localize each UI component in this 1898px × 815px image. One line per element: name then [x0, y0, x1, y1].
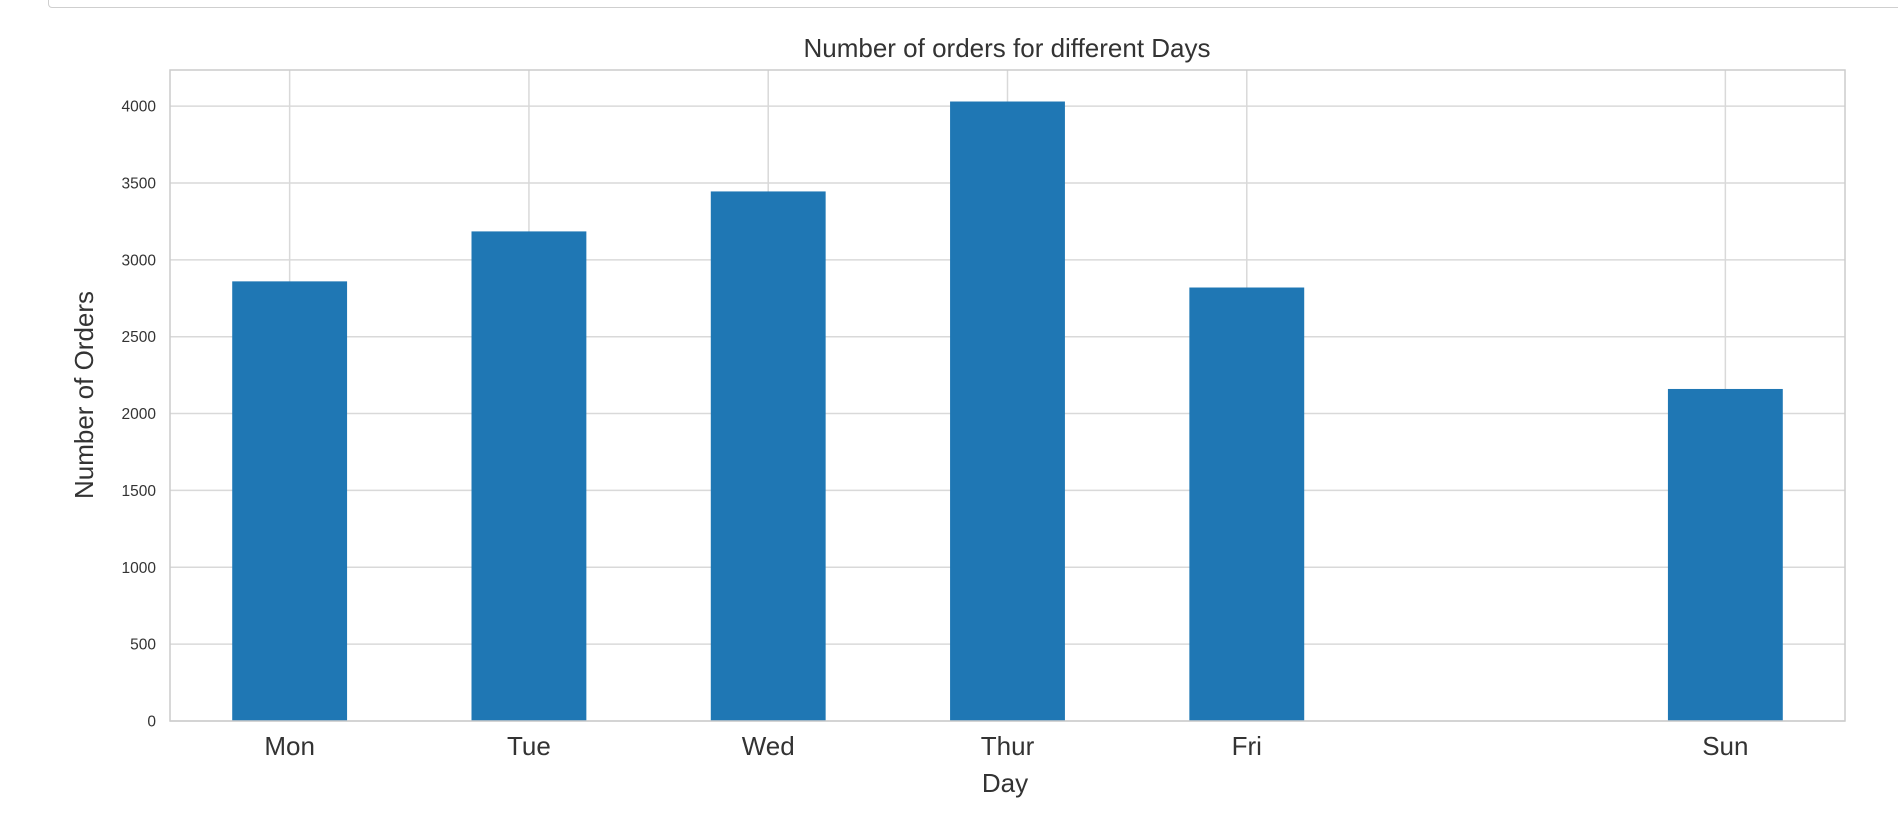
notebook-cell-frame — [48, 0, 1898, 8]
y-tick-label: 3000 — [122, 252, 157, 269]
y-tick-label: 3500 — [122, 175, 157, 192]
x-tick-label: Wed — [742, 731, 795, 761]
bar-mon — [232, 281, 348, 721]
x-tick-label: Thur — [981, 731, 1035, 761]
x-axis-ticks: Mon Tue Wed Thur Fri Sun — [264, 731, 1748, 761]
bar-fri — [1189, 287, 1305, 721]
y-tick-label: 500 — [130, 637, 156, 654]
x-tick-label: Fri — [1232, 731, 1262, 761]
bar-tue — [471, 231, 587, 721]
bars-layer — [232, 101, 1783, 722]
x-tick-label: Mon — [264, 731, 315, 761]
y-tick-label: 2500 — [122, 329, 157, 346]
plot-area-frame — [169, 69, 1846, 722]
chart-title: Number of orders for different Days — [803, 33, 1210, 63]
bar-wed — [710, 191, 826, 722]
y-axis-ticks: 0 500 1000 1500 2000 2500 3000 3500 4000 — [122, 99, 157, 731]
y-tick-label: 1000 — [122, 560, 157, 577]
bar-sun — [1667, 388, 1783, 721]
y-tick-label: 2000 — [122, 406, 157, 423]
x-tick-label: Tue — [507, 731, 551, 761]
y-tick-label: 4000 — [122, 99, 157, 116]
y-axis-label: Number of Orders — [69, 291, 99, 499]
x-axis-label: Day — [982, 768, 1028, 798]
y-tick-label: 0 — [147, 714, 156, 731]
bar-thur — [950, 101, 1065, 722]
y-tick-label: 1500 — [122, 483, 157, 500]
x-tick-label: Sun — [1702, 731, 1748, 761]
